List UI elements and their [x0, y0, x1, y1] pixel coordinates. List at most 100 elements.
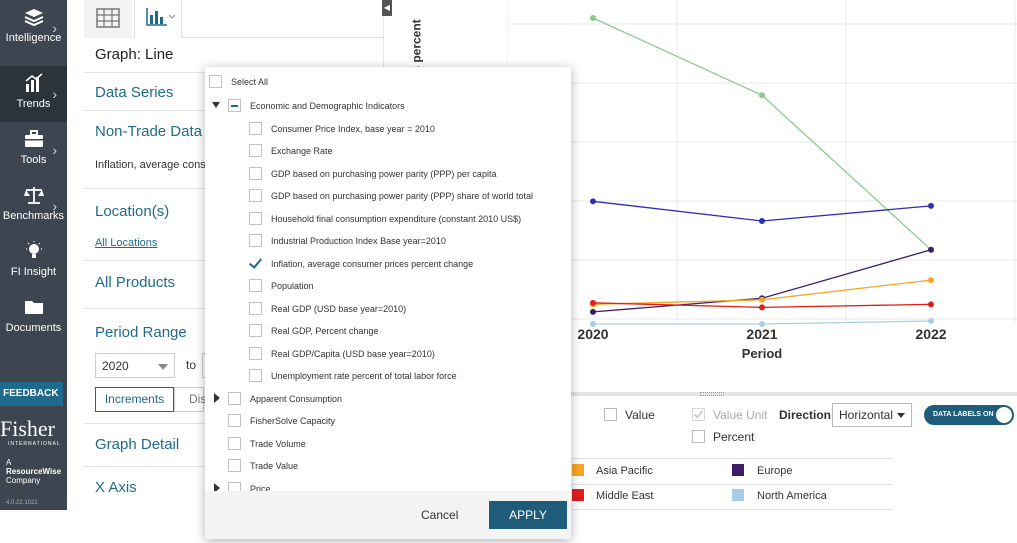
- all-products-heading[interactable]: All Products: [95, 274, 176, 291]
- option-checkbox[interactable]: [249, 347, 262, 360]
- version-label: 4.0.22.1022: [6, 500, 38, 506]
- legend-item-europe[interactable]: Europe: [757, 465, 793, 477]
- nav-item-benchmarks[interactable]: Benchmarks ›: [0, 178, 67, 234]
- tab-chart[interactable]: [134, 0, 182, 38]
- data-point: [590, 299, 596, 306]
- option-checkbox[interactable]: [249, 302, 262, 315]
- all-locations-link[interactable]: All Locations: [95, 237, 158, 249]
- chevron-down-icon: [897, 413, 905, 418]
- tab-table[interactable]: [84, 0, 132, 38]
- nav-item-documents[interactable]: Documents: [0, 290, 67, 346]
- nav-item-intelligence[interactable]: Intelligence ›: [0, 0, 67, 56]
- legend-swatch: [732, 464, 744, 476]
- toggle-knob: [996, 407, 1012, 423]
- period-range-heading[interactable]: Period Range: [95, 324, 187, 341]
- indeterminate-icon: [231, 105, 238, 107]
- left-nav: Intelligence › Trends › Tools › Benchm: [0, 0, 67, 510]
- group-checkbox[interactable]: [228, 414, 241, 427]
- legend-item-asia-pacific[interactable]: Asia Pacific: [596, 465, 653, 477]
- direction-select[interactable]: Horizontal: [832, 403, 912, 427]
- apply-button[interactable]: APPLY: [489, 501, 567, 529]
- option-checkbox[interactable]: [249, 369, 262, 382]
- group-label: Trade Value: [250, 461, 299, 471]
- scale-icon: [23, 187, 44, 204]
- to-label: to: [186, 358, 197, 372]
- y-axis-label: s percent: [410, 15, 428, 75]
- view-tabs: [84, 0, 384, 38]
- select-all-checkbox[interactable]: [209, 75, 222, 88]
- line-chart: [507, 0, 1017, 328]
- nav-item-label: Documents: [5, 322, 62, 334]
- data-labels-toggle[interactable]: DATA LABELS ON: [924, 405, 1014, 425]
- chart-grid: [507, 0, 1017, 322]
- graph-type-label: Graph: Line: [95, 46, 174, 63]
- resize-bar[interactable]: [571, 392, 1017, 396]
- series-line-0: [592, 17, 932, 251]
- nav-item-fi-insight[interactable]: FI Insight: [0, 234, 67, 290]
- percent-checkbox[interactable]: [692, 430, 705, 443]
- nav-item-label: Intelligence: [5, 32, 62, 44]
- caret-right-icon[interactable]: [214, 393, 220, 403]
- option-checkbox[interactable]: [249, 279, 262, 292]
- cancel-button[interactable]: Cancel: [421, 508, 459, 522]
- legend-item-middle-east[interactable]: Middle East: [596, 490, 654, 502]
- data-series-dropdown: Select All Economic and Demographic Indi…: [205, 67, 571, 539]
- option-checkbox[interactable]: [249, 189, 262, 202]
- option-checkbox[interactable]: [249, 324, 262, 337]
- value-unit-label: Value Unit: [713, 408, 768, 422]
- group-checkbox[interactable]: [228, 437, 241, 450]
- group-checkbox[interactable]: [228, 392, 241, 405]
- group-checkbox[interactable]: [228, 99, 241, 112]
- value-unit-checkbox[interactable]: [692, 408, 705, 421]
- option-checkbox[interactable]: [248, 255, 263, 270]
- option-checkbox[interactable]: [249, 167, 262, 180]
- resize-grip-icon[interactable]: [700, 392, 724, 396]
- chevron-right-icon: ›: [52, 142, 57, 158]
- group-label: Trade Volume: [250, 439, 306, 449]
- group-label: Economic and Demographic Indicators: [250, 101, 405, 111]
- group-checkbox[interactable]: [228, 459, 241, 472]
- nav-item-label: FI Insight: [10, 266, 57, 278]
- option-checkbox[interactable]: [249, 122, 262, 135]
- caret-down-icon[interactable]: [212, 102, 220, 108]
- option-label: Real GDP, Percent change: [271, 326, 379, 336]
- non-trade-data-heading[interactable]: Non-Trade Data: [95, 123, 202, 140]
- display-button[interactable]: Dis: [174, 387, 206, 412]
- nav-item-trends[interactable]: Trends ›: [0, 66, 67, 122]
- period-from-value: 2020: [102, 359, 129, 373]
- briefcase-icon: [24, 130, 43, 147]
- legend-swatch: [572, 489, 584, 501]
- group-label: Price: [250, 484, 271, 491]
- group-checkbox[interactable]: [228, 482, 241, 491]
- option-label: GDP based on purchasing power parity (PP…: [271, 191, 533, 201]
- caret-right-icon[interactable]: [214, 483, 220, 491]
- data-point: [590, 198, 596, 205]
- data-point: [590, 15, 596, 21]
- direction-label: Direction: [779, 408, 832, 422]
- period-from-select[interactable]: 2020: [95, 353, 175, 378]
- collapse-panel-button[interactable]: ◀: [382, 0, 392, 16]
- resourcewise-company: Company: [6, 476, 41, 485]
- select-all-label: Select All: [231, 77, 269, 87]
- table-icon: [96, 8, 120, 28]
- graph-detail-heading[interactable]: Graph Detail: [95, 436, 180, 453]
- fisher-logo-subtitle: INTERNATIONAL: [8, 441, 61, 447]
- legend-item-north-america[interactable]: North America: [757, 490, 827, 502]
- option-label: Population: [271, 281, 314, 291]
- option-label: Inflation, average consumer prices perce…: [271, 259, 474, 269]
- option-checkbox[interactable]: [249, 212, 262, 225]
- feedback-button[interactable]: FEEDBACK: [0, 382, 63, 406]
- x-axis-heading[interactable]: X Axis: [95, 479, 137, 496]
- x-tick-label: 2020: [577, 326, 609, 342]
- option-checkbox[interactable]: [249, 234, 262, 247]
- resourcewise-tagline: A ResourceWise Company: [6, 458, 61, 485]
- option-checkbox[interactable]: [249, 144, 262, 157]
- data-series-heading[interactable]: Data Series: [95, 84, 174, 101]
- locations-heading[interactable]: Location(s): [95, 203, 170, 220]
- layers-icon: [24, 9, 43, 27]
- nav-item-tools[interactable]: Tools ›: [0, 122, 67, 178]
- value-checkbox[interactable]: [604, 408, 617, 421]
- data-point: [590, 308, 596, 315]
- check-icon: [693, 408, 704, 419]
- increments-button[interactable]: Increments: [95, 387, 174, 412]
